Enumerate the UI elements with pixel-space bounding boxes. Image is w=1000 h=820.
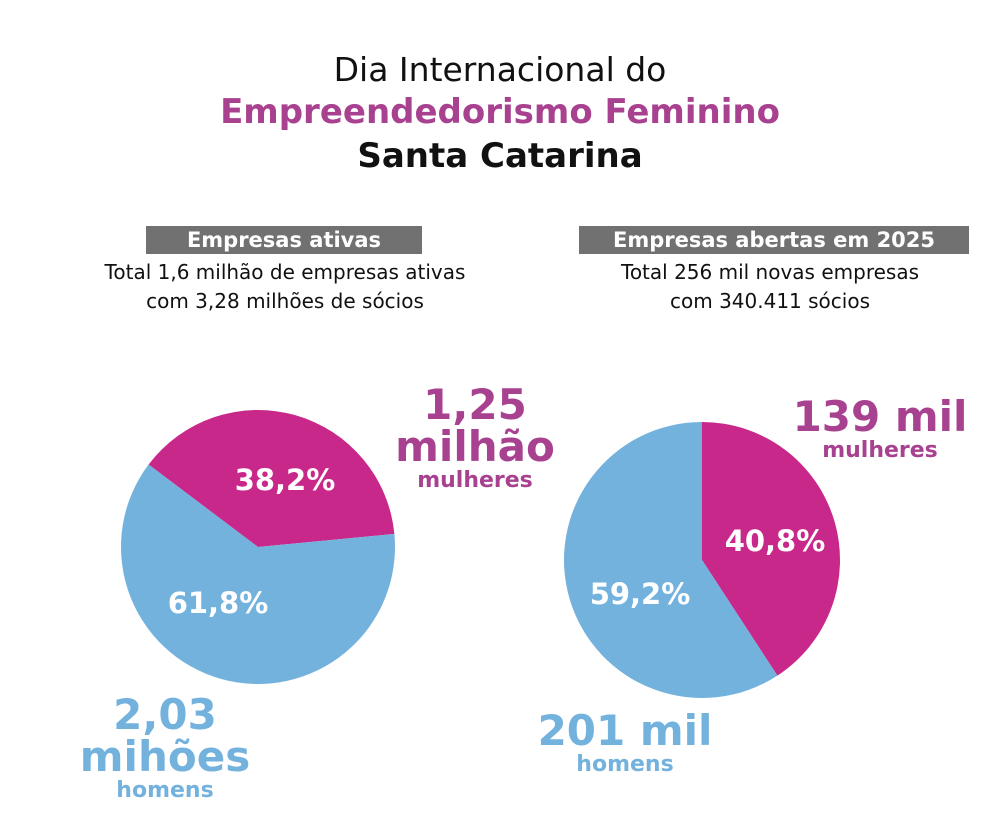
chart-1-subtitle-2: com 3,28 milhões de sócios (146, 289, 424, 313)
chart-2-slice-homens (564, 422, 778, 698)
chart-2-pct-label-mulheres: 40,8% (725, 524, 826, 558)
chart-2-subtitle-1: Total 256 mil novas empresas (621, 260, 919, 284)
chart-2-slice-mulheres (702, 422, 840, 676)
chart-1-subtitle-1: Total 1,6 milhão de empresas ativas (104, 260, 466, 284)
chart-1-slice-homens (120, 464, 395, 684)
chart-1-mulheres-count-1: 1,25 (423, 380, 527, 429)
chart-2-homens-count: 201 mil (537, 706, 713, 755)
chart-2-mulheres-label: mulheres (822, 438, 938, 463)
chart-2-title: Empresas abertas em 2025 (579, 226, 969, 254)
chart-1-pct-label-mulheres: 38,2% (235, 463, 336, 497)
chart-2-homens-label: homens (576, 752, 674, 777)
title-line-1: Dia Internacional do (333, 50, 667, 89)
chart-2-subtitle-2: com 340.411 sócios (670, 289, 870, 313)
chart-1-mulheres-count-2: milhão (395, 422, 555, 471)
chart-1-slice-mulheres (148, 410, 395, 547)
chart-1-homens-count-1: 2,03 (113, 690, 217, 739)
title-line-2: Empreendedorismo Feminino (220, 92, 780, 132)
chart-1-homens-count-2: mihões (79, 732, 251, 781)
chart-2-mulheres-count: 139 mil (792, 392, 968, 441)
chart-1-homens-label: homens (116, 778, 214, 803)
chart-2-pct-label-homens: 59,2% (590, 577, 691, 611)
chart-1-mulheres-label: mulheres (417, 468, 533, 493)
title-line-3: Santa Catarina (357, 136, 643, 176)
chart-1-pct-label-homens: 61,8% (168, 586, 269, 620)
chart-1-title: Empresas ativas (146, 226, 422, 254)
